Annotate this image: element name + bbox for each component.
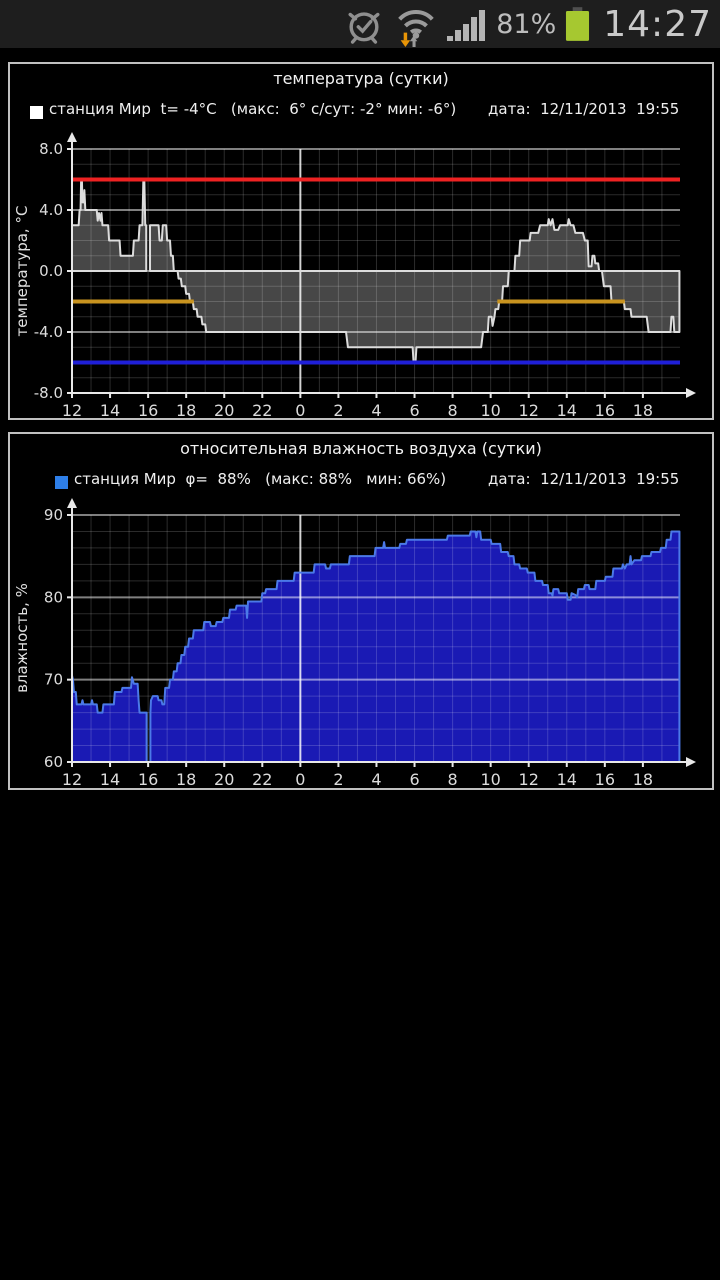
svg-text:20: 20 — [214, 401, 234, 418]
wifi-down-arrow — [400, 32, 411, 47]
svg-text:18: 18 — [633, 401, 653, 418]
svg-text:0: 0 — [295, 770, 305, 788]
svg-text:16: 16 — [595, 770, 615, 788]
humidity-chart[interactable]: 12 14 16 18 20 22 0 2 4 6 8 10 12 14 16 18 90 80 70 60 — [10, 434, 712, 788]
svg-text:0.0: 0.0 — [39, 262, 63, 280]
humidity-legend-label: станция Мир φ= 88% (макс: 88% мин: 66%) — [74, 470, 447, 488]
svg-text:12: 12 — [62, 401, 82, 418]
svg-text:12: 12 — [62, 770, 82, 788]
status-bar[interactable]: 81% 14:27 — [0, 0, 720, 48]
alarm-icon — [348, 12, 380, 44]
svg-text:22: 22 — [252, 770, 272, 788]
svg-text:8: 8 — [448, 770, 458, 788]
temperature-panel: температура (сутки) станция Мир t= -4°C … — [8, 62, 714, 420]
battery-icon — [566, 6, 590, 41]
svg-text:-4.0: -4.0 — [34, 323, 63, 341]
svg-text:80: 80 — [44, 588, 63, 606]
svg-text:2: 2 — [333, 401, 343, 418]
svg-text:70: 70 — [44, 671, 63, 689]
svg-text:22: 22 — [252, 401, 272, 418]
svg-text:10: 10 — [480, 401, 500, 418]
humidity-legend-marker — [55, 476, 68, 489]
svg-text:-8.0: -8.0 — [34, 384, 63, 402]
svg-text:12: 12 — [519, 401, 539, 418]
svg-text:90: 90 — [44, 506, 63, 524]
temperature-legend-date: дата: 12/11/2013 19:55 — [488, 100, 680, 118]
clock: 14:27 — [603, 3, 712, 45]
svg-text:16: 16 — [138, 401, 158, 418]
svg-text:18: 18 — [633, 770, 653, 788]
svg-text:60: 60 — [44, 753, 63, 771]
svg-text:12: 12 — [519, 770, 539, 788]
signal-strength-icon — [447, 10, 486, 41]
wifi-icon — [398, 10, 434, 47]
svg-text:4: 4 — [371, 401, 381, 418]
humidity-chart-title: относительная влажность воздуха (сутки) — [180, 439, 542, 458]
battery-percent: 81% — [496, 8, 557, 40]
svg-text:2: 2 — [333, 770, 343, 788]
svg-text:20: 20 — [214, 770, 234, 788]
temperature-chart[interactable]: 12 14 16 18 20 22 0 2 4 6 8 10 12 14 16 18 8.0 4.0 0.0 -4.0… — [10, 64, 712, 418]
svg-text:14: 14 — [557, 401, 577, 418]
svg-text:0: 0 — [295, 401, 305, 418]
svg-text:8: 8 — [448, 401, 458, 418]
svg-text:18: 18 — [176, 401, 196, 418]
svg-text:10: 10 — [480, 770, 500, 788]
svg-text:8.0: 8.0 — [39, 140, 63, 158]
svg-text:18: 18 — [176, 770, 196, 788]
svg-text:6: 6 — [409, 770, 419, 788]
wifi-up-arrow — [410, 35, 418, 47]
svg-text:16: 16 — [138, 770, 158, 788]
svg-text:6: 6 — [409, 401, 419, 418]
temperature-legend-label: станция Мир t= -4°C (макс: 6° с/сут: -2°… — [49, 100, 457, 118]
svg-text:4: 4 — [371, 770, 381, 788]
temperature-chart-title: температура (сутки) — [273, 69, 449, 88]
svg-text:14: 14 — [100, 770, 120, 788]
svg-text:14: 14 — [100, 401, 120, 418]
svg-text:16: 16 — [595, 401, 615, 418]
svg-text:14: 14 — [557, 770, 577, 788]
humidity-panel: относительная влажность воздуха (сутки) … — [8, 432, 714, 790]
temperature-legend-marker — [30, 106, 43, 119]
svg-text:4.0: 4.0 — [39, 201, 63, 219]
humidity-legend-date: дата: 12/11/2013 19:55 — [488, 470, 680, 488]
